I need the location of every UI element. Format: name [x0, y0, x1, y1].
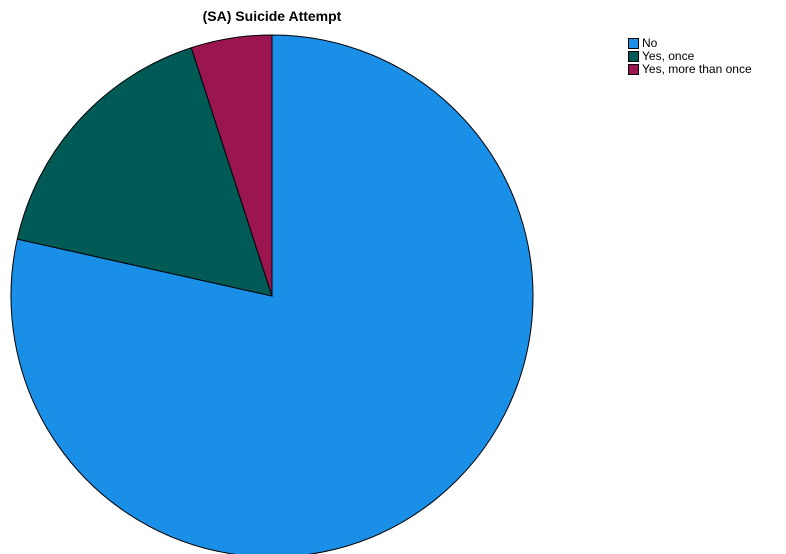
pie-slice-yes-more-than-once: [190, 34, 273, 297]
legend-item-yes-once: Yes, once: [628, 50, 752, 63]
legend-swatch-yes-more-than-once: [628, 64, 639, 75]
legend-item-no: No: [628, 37, 752, 50]
legend-label-yes-once: Yes, once: [642, 49, 695, 63]
legend-swatch-yes-once: [628, 51, 639, 62]
legend: No Yes, once Yes, more than once: [628, 37, 752, 76]
legend-label-no: No: [642, 36, 658, 50]
chart-title: (SA) Suicide Attempt: [202, 8, 342, 24]
legend-item-yes-more-than-once: Yes, more than once: [628, 63, 752, 76]
legend-label-yes-more-than-once: Yes, more than once: [642, 62, 752, 76]
pie-slice-yes-once: [16, 47, 273, 297]
legend-swatch-no: [628, 38, 639, 49]
pie-slice-no: [10, 34, 534, 554]
